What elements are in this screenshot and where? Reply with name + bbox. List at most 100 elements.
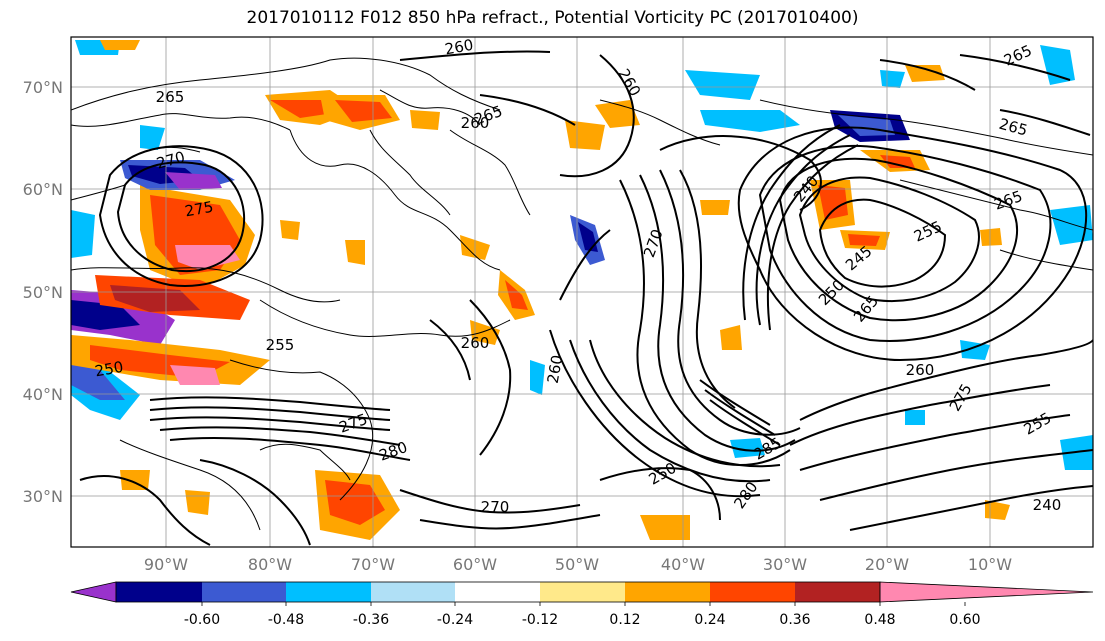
coastline-segment <box>379 89 481 126</box>
pv-shaded-region <box>985 500 1010 520</box>
coastline-segment <box>71 267 341 303</box>
coastline-segment <box>259 299 511 337</box>
pv-shaded-region <box>140 125 165 150</box>
pv-shaded-region <box>100 40 140 50</box>
map-area: 260 2652652602602652702752652402452502552… <box>71 37 1093 547</box>
refractivity-contour <box>559 229 611 301</box>
coastline-segment <box>759 99 1093 156</box>
refractivity-contour <box>399 50 551 61</box>
refractivity-contour <box>819 449 1093 501</box>
contour-label: 275 <box>183 198 214 221</box>
refractivity-contour <box>709 399 781 446</box>
refractivity-contour <box>429 319 471 381</box>
lon-label: 50°W <box>555 555 599 574</box>
coastline-segment <box>119 439 261 531</box>
pv-shaded-region <box>335 100 392 122</box>
refractivity-contour <box>778 157 1019 322</box>
refractivity-contour <box>116 161 246 272</box>
colorbar-tick-label: 0.24 <box>694 612 725 628</box>
lon-label: 90°W <box>144 555 188 574</box>
colorbar-under-arrow <box>70 581 117 603</box>
colorbar-swatch <box>795 582 880 602</box>
pv-shaded-region <box>565 120 605 150</box>
contour-label: 250 <box>93 358 124 381</box>
colorbar-over-arrow <box>879 581 1094 603</box>
pv-shaded-region <box>175 245 240 270</box>
colorbar-tick-label: -0.60 <box>184 612 220 628</box>
refractivity-contour <box>659 169 801 436</box>
refractivity-contour <box>98 145 264 287</box>
map-frame <box>70 36 1094 548</box>
coastline-segment <box>289 129 501 271</box>
refractivity-contour <box>149 406 391 421</box>
colorbar-tick-label: -0.36 <box>353 612 389 628</box>
refractivity-contour <box>737 126 1088 362</box>
contour-label: 240 <box>1033 496 1062 514</box>
refractivity-contour <box>639 174 796 452</box>
pv-shaded-region <box>880 70 905 88</box>
refractivity-contour <box>559 54 635 178</box>
pv-shaded-region <box>818 185 848 220</box>
pv-shaded-region <box>720 325 742 350</box>
pv-shaded-region <box>700 110 800 132</box>
map-title: 2017010112 F012 850 hPa refract., Potent… <box>246 8 859 28</box>
refractivity-contour <box>549 329 761 498</box>
coastline-segment <box>71 184 126 201</box>
pv-shaded-region <box>345 240 365 265</box>
contour-label: 260 <box>544 353 567 384</box>
refractivity-contour <box>799 339 1093 421</box>
lon-label: 70°W <box>351 555 395 574</box>
pv-shaded-region <box>325 480 385 525</box>
pv-shaded-region <box>700 200 730 215</box>
refractivity-contour <box>818 198 947 288</box>
refractivity-contour <box>799 414 1071 471</box>
lat-label: 60°N <box>23 180 63 199</box>
pv-shaded-region <box>71 362 125 400</box>
contour-label: 270 <box>481 498 510 516</box>
coastline-segment <box>369 129 451 216</box>
pv-shaded-region <box>71 300 140 330</box>
colorbar-tick-label: 0.12 <box>609 612 640 628</box>
lon-label: 60°W <box>453 555 497 574</box>
refractivity-contour <box>659 135 822 211</box>
lon-label: 30°W <box>763 555 807 574</box>
contour-label: 265 <box>156 88 185 106</box>
refractivity-contour <box>798 176 980 303</box>
refractivity-contour <box>199 459 311 546</box>
refractivity-contour <box>849 485 1093 531</box>
pv-shaded-region <box>905 65 945 82</box>
colorbar-tick-label: -0.12 <box>522 612 558 628</box>
coastline-segment <box>229 359 374 501</box>
colorbar-tick-label: 0.36 <box>779 612 810 628</box>
refractivity-contour <box>755 134 851 326</box>
refractivity-contour <box>766 144 859 331</box>
lon-label: 10°W <box>968 555 1012 574</box>
lat-label: 70°N <box>23 78 63 97</box>
pv-shaded-region <box>280 220 300 240</box>
pv-shaded-region <box>120 470 150 490</box>
contour-label: 260 <box>461 334 490 352</box>
pv-shading <box>71 40 1093 540</box>
refractivity-contours <box>79 50 1093 546</box>
pv-shaded-region <box>185 490 210 515</box>
coastline-segment <box>599 99 721 146</box>
pv-shaded-region <box>170 365 220 385</box>
refractivity-contour <box>679 169 736 409</box>
pv-shaded-region <box>530 360 545 395</box>
coastlines <box>71 57 1093 531</box>
pv-shaded-region <box>505 280 528 310</box>
coastline-segment <box>259 443 351 481</box>
refractivity-contour <box>169 436 411 461</box>
refractivity-contour <box>959 54 1071 81</box>
pv-shaded-region <box>880 155 915 168</box>
coastline-segment <box>71 57 501 111</box>
refractivity-contour <box>149 416 391 431</box>
refractivity-contour <box>704 389 776 436</box>
refractivity-contour <box>149 396 391 411</box>
contour-label: 260 <box>461 114 490 132</box>
refractivity-contour <box>599 467 721 521</box>
refractivity-contour <box>999 109 1091 136</box>
pv-shaded-region <box>1050 205 1093 245</box>
latitude-labels: 70°N 60°N 50°N 40°N 30°N <box>23 78 63 506</box>
